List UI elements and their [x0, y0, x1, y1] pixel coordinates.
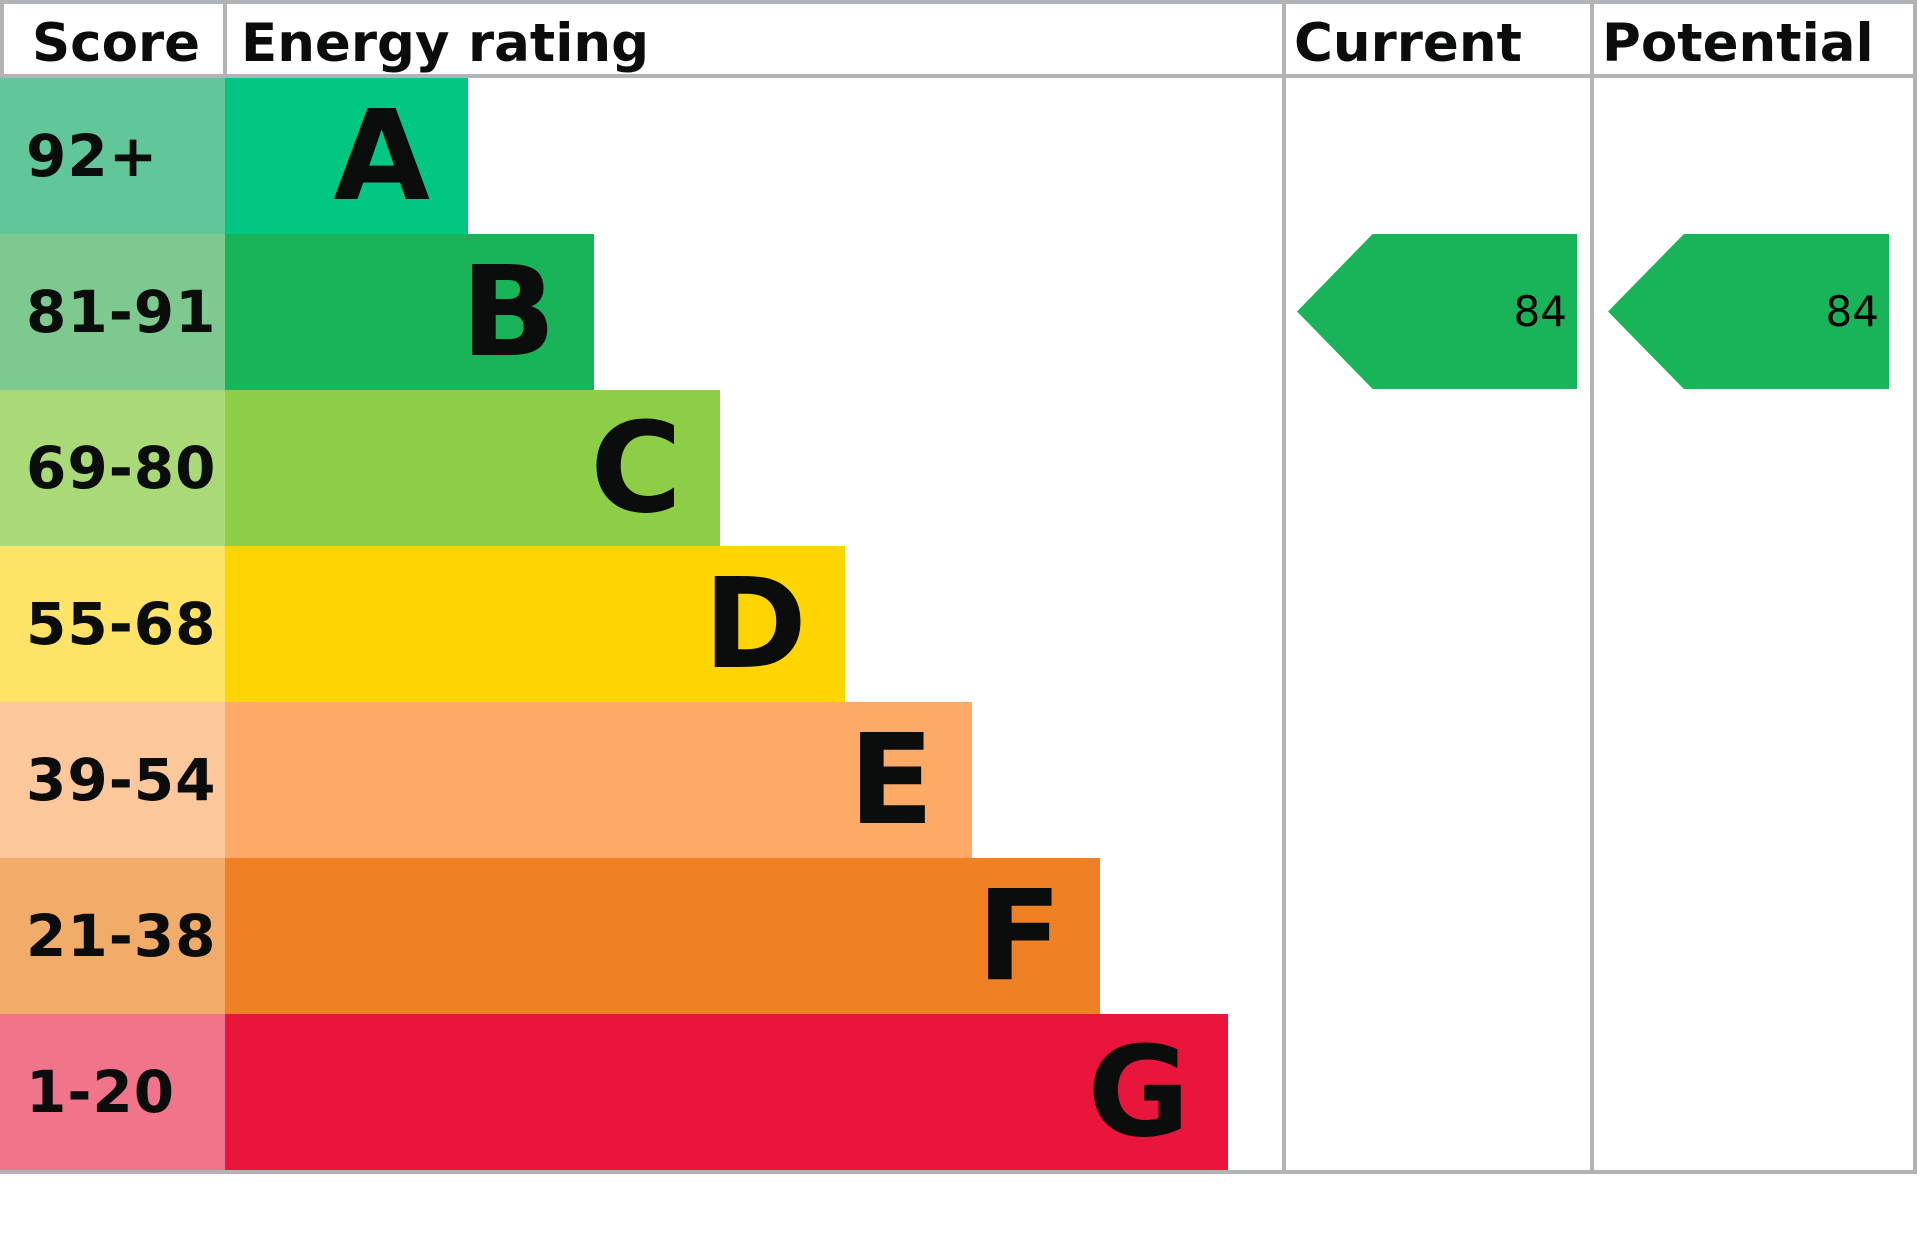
score-cell-g: 1-20: [0, 1014, 225, 1170]
current-column-divider: [1282, 0, 1286, 1174]
rating-letter-e: E: [848, 707, 934, 853]
score-cell-f: 21-38: [0, 858, 225, 1014]
score-range-e: 39-54: [26, 746, 217, 814]
band-row-a: 92+ A: [0, 78, 1920, 234]
score-cell-d: 55-68: [0, 546, 225, 702]
header-energy-rating: Energy rating: [241, 12, 650, 74]
potential-column-divider: [1590, 0, 1594, 1174]
header-score: Score: [32, 12, 201, 74]
rating-letter-f: F: [976, 863, 1062, 1009]
rating-letter-c: C: [590, 395, 682, 541]
rating-bar-b: B: [225, 234, 594, 390]
score-cell-a: 92+: [0, 78, 225, 234]
band-row-f: 21-38 F: [0, 858, 1920, 1014]
rating-bar-g: G: [225, 1014, 1228, 1170]
score-column-divider: [223, 0, 227, 78]
header-bottom-border: [0, 74, 1917, 78]
table-bottom-border: [0, 1170, 1917, 1174]
score-range-f: 21-38: [26, 902, 217, 970]
band-row-c: 69-80 C: [0, 390, 1920, 546]
band-row-e: 39-54 E: [0, 702, 1920, 858]
score-cell-b: 81-91: [0, 234, 225, 390]
score-cell-e: 39-54: [0, 702, 225, 858]
rating-bar-e: E: [225, 702, 972, 858]
score-range-a: 92+: [26, 122, 159, 190]
score-range-g: 1-20: [26, 1058, 176, 1126]
rating-letter-b: B: [460, 239, 556, 385]
rating-letter-a: A: [333, 83, 430, 229]
table-top-border: [0, 0, 1917, 4]
score-range-c: 69-80: [26, 434, 217, 502]
score-cell-c: 69-80: [0, 390, 225, 546]
table-right-border: [1913, 0, 1917, 1174]
header-potential: Potential: [1602, 12, 1874, 74]
rating-rows: 92+ A 81-91 B 69-80 C 55-68 D 39-54 E 21…: [0, 78, 1920, 1170]
rating-bar-a: A: [225, 78, 468, 234]
rating-bar-d: D: [225, 546, 845, 702]
score-range-b: 81-91: [26, 278, 217, 346]
header-current: Current: [1294, 12, 1522, 74]
header-left-border: [0, 0, 4, 78]
band-row-g: 1-20 G: [0, 1014, 1920, 1170]
potential-rating-value: 84: [1825, 287, 1879, 336]
rating-letter-d: D: [703, 551, 807, 697]
band-row-b: 81-91 B: [0, 234, 1920, 390]
current-rating-value: 84: [1513, 287, 1567, 336]
rating-bar-c: C: [225, 390, 720, 546]
band-row-d: 55-68 D: [0, 546, 1920, 702]
score-range-d: 55-68: [26, 590, 217, 658]
rating-bar-f: F: [225, 858, 1100, 1014]
rating-letter-g: G: [1087, 1019, 1190, 1165]
